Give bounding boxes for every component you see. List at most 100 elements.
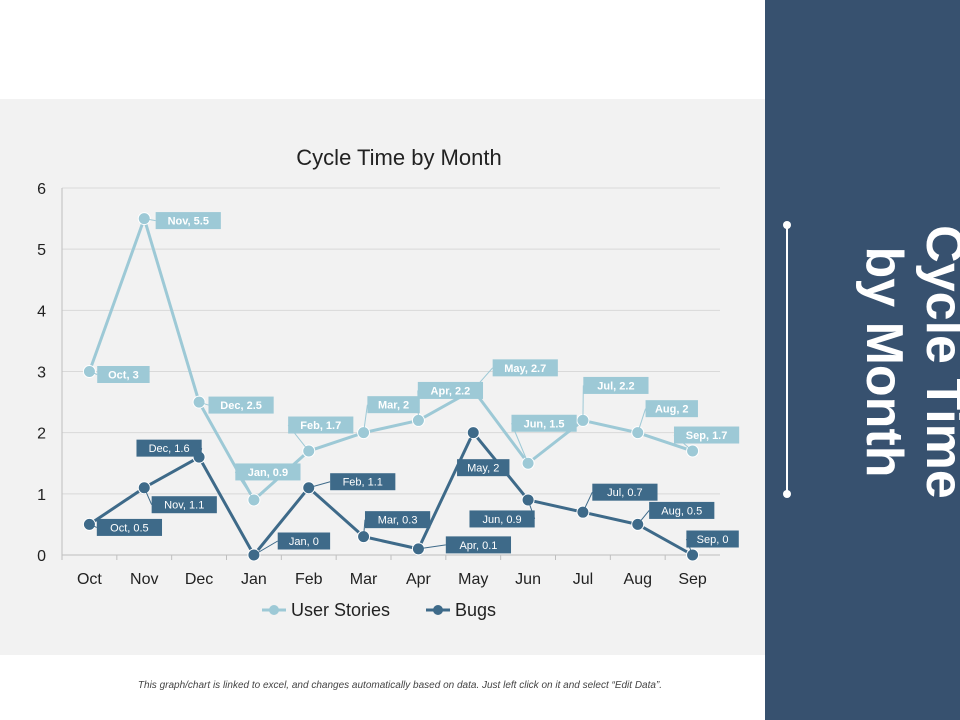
y-tick-label: 3 [37,365,46,382]
bugs-data-label: Dec, 1.6 [149,443,190,455]
x-tick-label: Jan [241,571,267,588]
user-stories-label-leader [363,404,368,433]
user-stories-label-box [583,376,649,394]
bugs-legend-marker [433,605,443,615]
bugs-label-leader [253,540,278,556]
x-tick-label: May [458,571,488,588]
bugs-data-label: May, 2 [467,463,499,475]
user-stories-data-label: Mar, 2 [378,400,409,412]
x-tick-label: Mar [350,571,378,588]
bugs-data-label: Apr, 0.1 [459,540,497,552]
x-tick-label: Sep [678,571,707,588]
user-stories-legend-marker [269,605,279,615]
bugs-label-box [96,518,163,536]
bugs-label-box [649,501,715,519]
x-tick-label: Jul [573,571,593,588]
bugs-data-label: Oct, 0.5 [110,522,149,534]
y-tick-label: 6 [37,181,46,198]
bugs-label-leader [89,523,98,528]
y-tick-label: 2 [37,426,46,443]
user-stories-data-label: Jul, 2.2 [597,380,634,392]
user-stories-label-box [417,381,484,399]
bugs-label-box [364,511,431,529]
y-tick-label: 5 [37,242,46,259]
side-panel [765,0,960,720]
user-stories-legend-label: User Stories [291,600,390,620]
user-stories-label-box [673,426,740,444]
legend: User Stories Bugs [262,600,496,620]
user-stories-data-label: Apr, 2.2 [431,385,471,397]
x-tick-label: Jun [515,571,541,588]
bugs-data-label: Nov, 1.1 [164,500,204,512]
x-tick-label: Feb [295,571,323,588]
user-stories-label-box [288,416,354,434]
user-stories-point [247,493,261,507]
user-stories-data-label: Aug, 2 [655,404,689,416]
bugs-label-box [277,532,331,550]
user-stories-data-label: Jan, 0.9 [248,467,288,479]
user-stories-data-label: Sep, 1.7 [686,430,728,442]
bugs-data-label: Feb, 1.1 [343,477,383,489]
user-stories-label-box [367,396,420,414]
bugs-label-box [469,510,535,528]
bugs-label-leader [637,510,650,525]
bugs-data-label: Aug, 0.5 [661,505,702,517]
bugs-label-leader [308,481,331,489]
user-stories-data-label: Feb, 1.7 [300,420,341,432]
user-stories-label-leader [198,401,209,406]
user-stories-data-label: Dec, 2.5 [220,400,262,412]
side-line-bottom-dot [783,490,791,498]
footnote: This graph/chart is linked to excel, and… [137,680,663,691]
bugs-label-box [136,439,202,457]
user-stories-label-box [492,359,558,377]
bugs-label-box [151,496,217,514]
bugs-label-leader [363,519,366,537]
bugs-data-label: Jul, 0.7 [607,487,642,499]
user-stories-label-box [511,414,577,432]
user-stories-label-box [97,366,150,383]
user-stories-label-leader [144,218,156,222]
bugs-data-label: Mar, 0.3 [378,515,418,527]
bugs-label-leader [143,487,153,505]
x-tick-label: Aug [624,571,652,588]
x-tick-label: Apr [406,571,432,588]
y-tick-label: 0 [37,548,46,565]
user-stories-series-line [88,217,694,502]
user-stories-data-label: Oct, 3 [108,370,139,382]
bugs-label-box [457,459,510,477]
bugs-label-box [592,483,658,501]
line-chart[interactable]: Cycle Time by Month 0 1 2 3 4 5 6 Oct Nov Dec Jan F… [0,0,765,720]
x-tick-label: Nov [130,571,158,588]
user-stories-label-leader [89,371,98,375]
bugs-label-leader [418,544,446,550]
y-tick-label: 1 [37,487,46,504]
bugs-legend-label: Bugs [455,600,496,620]
bugs-data-label: Jan, 0 [289,536,319,548]
bugs-label-box [330,473,396,491]
user-stories-data-label: Jun, 1.5 [524,418,565,430]
bugs-label-box [686,530,739,548]
chart-title: Cycle Time by Month [296,145,501,170]
side-title: Cycle Time by Month [855,225,960,499]
x-tick-label: Oct [77,571,102,588]
axes: 0 1 2 3 4 5 6 Oct Nov Dec Jan Feb Mar Apr May Jun Jul Aug… [37,181,720,588]
user-stories-data-label: May, 2.7 [504,363,546,375]
user-stories-label-box [208,396,274,414]
user-stories-data-label: Nov, 5.5 [168,216,209,228]
bugs-data-label: Jun, 0.9 [483,514,522,526]
bugs-series-line [88,431,694,557]
user-stories-label-leader [472,367,494,391]
user-stories-label-box [155,212,221,230]
bugs-label-box [445,536,512,554]
bugs-data-label: Sep, 0 [697,534,729,546]
data-labels: Oct, 3 Nov, 5.5 Dec, 2.5 Jan, 0.9 Feb, 1.7 Ma… [89,212,740,556]
user-stories-label-box [235,463,301,481]
x-tick-label: Dec [185,571,213,588]
side-line-top-dot [783,221,791,229]
side-divider-line [786,225,788,494]
bugs-label-leader [582,491,593,513]
user-stories-label-leader [637,408,647,433]
user-stories-label-box [645,400,698,418]
y-tick-label: 4 [37,303,46,320]
